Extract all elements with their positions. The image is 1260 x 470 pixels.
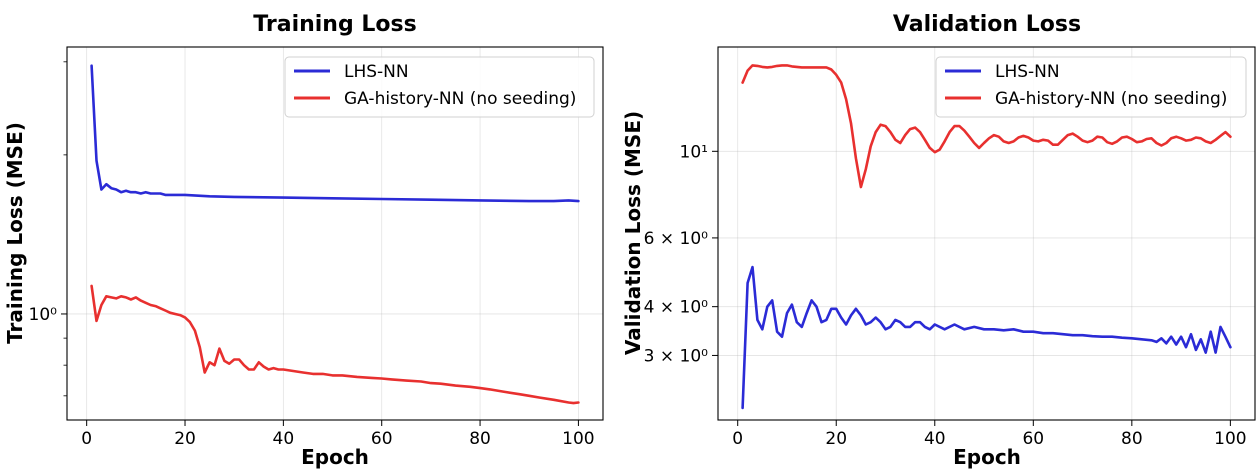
validation-chart-title: Validation Loss [893,12,1081,37]
validation-x-tick-label: 60 [1022,429,1044,449]
validation-x-tick-label: 20 [825,429,847,449]
training-x-tick-label: 80 [469,429,491,449]
validation-y-tick-label: 4 × 10⁰ [644,298,708,318]
validation-x-tick-label: 40 [924,429,946,449]
training-x-ticks: 0 20 40 60 80 100 [81,420,595,449]
validation-series [741,64,1232,410]
training-x-tick-label: 40 [273,429,295,449]
validation-series-line-ga-history-nn [741,64,1232,189]
validation-loss-chart: Validation Loss 0 20 40 60 80 100 3 × 10⁰ 4 × … [621,12,1256,469]
validation-x-tick-label: 0 [732,429,743,449]
training-chart-title: Training Loss [253,12,416,37]
training-y-tick-label: 10⁰ [29,305,58,325]
training-x-tick-label: 0 [81,429,92,449]
validation-series-line-lhs-nn [741,265,1232,410]
training-legend-label-ga: GA-history-NN (no seeding) [344,89,576,109]
training-y-ticks: 10⁰ [29,61,67,397]
validation-legend-box [935,56,1247,118]
training-legend-label-lhs: LHS-NN [344,62,409,82]
validation-legend-label-ga: GA-history-NN (no seeding) [995,89,1227,109]
validation-y-tick-label: 10¹ [680,142,708,162]
validation-y-ticks: 3 × 10⁰ 4 × 10⁰ 6 × 10⁰ 10¹ [644,142,718,366]
training-x-tick-label: 100 [562,429,594,449]
validation-x-tick-label: 100 [1214,429,1246,449]
validation-x-tick-label: 80 [1121,429,1143,449]
training-legend: LHS-NN GA-history-NN (no seeding) [284,56,595,118]
training-x-tick-label: 20 [174,429,196,449]
training-series [90,64,580,405]
training-series-line-ga-history-nn [90,284,580,405]
training-y-axis-label: Training Loss (MSE) [3,122,27,344]
validation-legend: LHS-NN GA-history-NN (no seeding) [935,56,1247,118]
training-loss-chart: Training Loss 0 20 40 60 80 100 10⁰ Epoch Tra… [3,12,604,469]
training-legend-box [284,56,595,118]
validation-x-ticks: 0 20 40 60 80 100 [732,420,1247,449]
validation-plot-frame [717,46,1256,421]
validation-y-axis-label: Validation Loss (MSE) [621,111,645,355]
validation-legend-label-lhs: LHS-NN [995,62,1060,82]
training-x-tick-label: 60 [371,429,393,449]
training-series-line-lhs-nn [90,64,580,203]
training-plot-frame [66,46,604,421]
validation-y-tick-label: 3 × 10⁰ [644,346,708,366]
validation-x-axis-label: Epoch [953,445,1021,469]
training-x-axis-label: Epoch [301,445,369,469]
validation-y-tick-label: 6 × 10⁰ [644,229,708,249]
